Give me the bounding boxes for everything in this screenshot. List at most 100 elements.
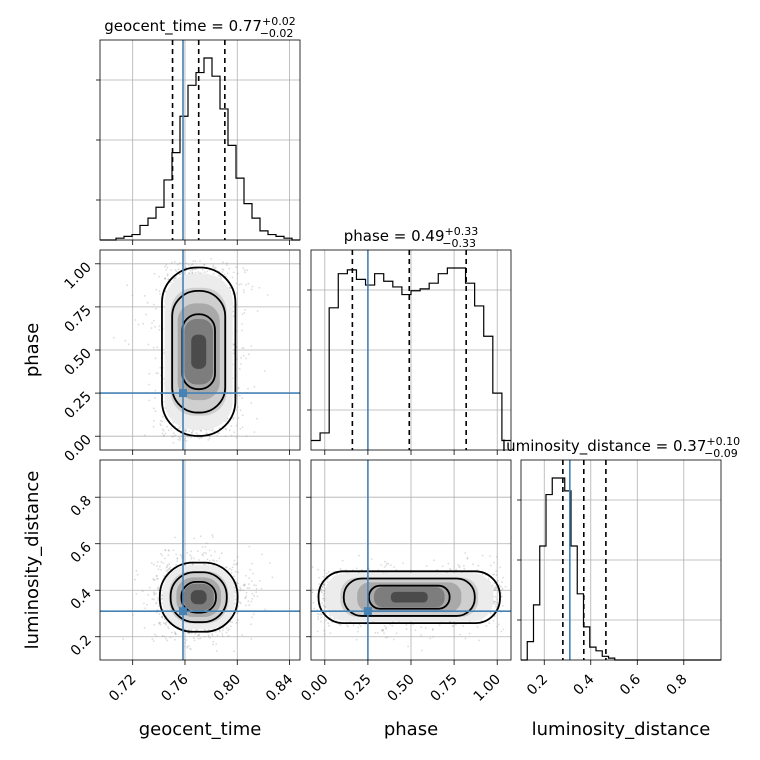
- scatter-point: [236, 394, 239, 397]
- scatter-point: [466, 557, 469, 560]
- scatter-point: [358, 554, 360, 557]
- scatter-point: [194, 632, 197, 635]
- scatter-point: [135, 569, 138, 572]
- scatter-point: [179, 437, 182, 440]
- scatter-point: [449, 568, 451, 570]
- scatter-point: [380, 564, 383, 566]
- scatter-point: [324, 606, 327, 609]
- panel-frame: [99, 459, 301, 661]
- scatter-point: [236, 562, 238, 565]
- scatter-point: [167, 554, 170, 556]
- scatter-point: [325, 619, 327, 621]
- scatter-point: [242, 589, 244, 592]
- y-tick-label: 0.75: [61, 302, 94, 335]
- scatter-point: [436, 569, 439, 571]
- scatter-point: [253, 385, 256, 388]
- scatter-point: [167, 627, 170, 630]
- scatter-point: [157, 588, 160, 591]
- scatter-point: [165, 637, 167, 640]
- scatter-point: [243, 584, 246, 587]
- scatter-point: [223, 273, 226, 276]
- scatter-point: [164, 277, 167, 279]
- scatter-point: [151, 322, 153, 324]
- scatter-point: [153, 593, 156, 596]
- scatter-point: [323, 569, 326, 572]
- scatter-point: [154, 410, 157, 413]
- scatter-point: [329, 614, 331, 617]
- scatter-point: [233, 563, 235, 566]
- scatter-point: [224, 435, 227, 438]
- scatter-point: [168, 567, 170, 570]
- scatter-point: [189, 265, 192, 267]
- scatter-point: [186, 551, 189, 554]
- scatter-point: [205, 542, 208, 545]
- scatter-point: [244, 308, 247, 311]
- scatter-point: [241, 634, 244, 636]
- scatter-point: [165, 569, 168, 572]
- scatter-point: [458, 565, 461, 567]
- scatter-point: [387, 563, 390, 565]
- scatter-point: [447, 562, 450, 565]
- scatter-point: [166, 565, 169, 568]
- scatter-point: [198, 559, 200, 561]
- scatter-point: [206, 270, 209, 273]
- scatter-point: [155, 288, 158, 291]
- scatter-point: [500, 630, 503, 633]
- scatter-point: [311, 591, 314, 594]
- scatter-point: [361, 568, 363, 571]
- scatter-point: [191, 271, 194, 274]
- scatter-point: [500, 595, 503, 598]
- scatter-point: [500, 589, 503, 591]
- scatter-point: [255, 588, 258, 590]
- scatter-point: [316, 612, 319, 615]
- scatter-point: [355, 567, 358, 570]
- scatter-point: [321, 602, 324, 604]
- scatter-point: [153, 579, 156, 582]
- scatter-point: [250, 580, 253, 582]
- scatter-point: [248, 577, 251, 580]
- scatter-point: [248, 583, 250, 585]
- contour-line: [180, 580, 217, 614]
- scatter-point: [236, 292, 239, 294]
- scatter-point: [241, 426, 244, 429]
- title-plus: +0.02: [262, 15, 296, 28]
- scatter-point: [502, 628, 505, 631]
- scatter-point: [248, 545, 251, 548]
- scatter-point: [113, 336, 115, 339]
- scatter-point: [252, 613, 255, 616]
- density-geocent_time-phase: [113, 257, 269, 444]
- title-equals: =: [389, 227, 411, 245]
- scatter-point: [493, 588, 496, 591]
- scatter-point: [158, 329, 161, 331]
- scatter-point: [167, 278, 170, 281]
- scatter-point: [321, 586, 324, 589]
- scatter-point: [236, 619, 239, 621]
- scatter-point: [154, 389, 157, 392]
- scatter-point: [441, 565, 444, 568]
- scatter-point: [153, 624, 156, 626]
- scatter-point: [227, 634, 230, 637]
- scatter-point: [177, 427, 180, 430]
- scatter-point: [477, 564, 480, 567]
- scatter-point: [159, 565, 161, 568]
- scatter-point: [247, 282, 250, 285]
- scatter-point: [177, 268, 180, 271]
- scatter-point: [211, 559, 214, 561]
- scatter-point: [251, 562, 254, 565]
- contour-line: [158, 561, 239, 633]
- scatter-point: [218, 630, 221, 633]
- scatter-point: [491, 584, 494, 587]
- scatter-point: [169, 568, 171, 571]
- scatter-point: [318, 613, 320, 616]
- y-axis-label-phase: phase: [22, 323, 43, 377]
- scatter-point: [176, 560, 179, 563]
- scatter-point: [311, 588, 314, 591]
- scatter-point: [320, 588, 323, 590]
- scatter-point: [402, 562, 405, 565]
- scatter-point: [203, 635, 206, 638]
- scatter-point: [174, 434, 177, 437]
- x-tick-label: 0.8: [664, 672, 691, 699]
- scatter-point: [218, 427, 221, 430]
- scatter-point: [323, 590, 326, 593]
- scatter-point: [494, 589, 496, 592]
